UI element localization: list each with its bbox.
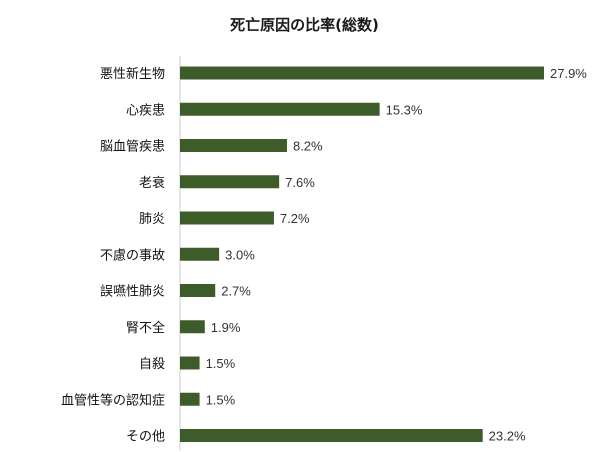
bars	[180, 66, 544, 442]
category-label: 血管性等の認知症	[61, 392, 165, 408]
bar	[180, 247, 220, 261]
bar	[180, 320, 205, 334]
bar	[180, 66, 544, 80]
category-label: その他	[126, 430, 165, 445]
category-labels: 悪性新生物心疾患脳血管疾患老衰肺炎不慮の事故誤嚥性肺炎腎不全自殺血管性等の認知症…	[61, 66, 165, 445]
value-label: 7.6%	[285, 175, 315, 190]
bar	[180, 211, 274, 225]
value-label: 23.2%	[489, 429, 526, 444]
bar	[180, 102, 380, 116]
value-label: 2.7%	[221, 284, 251, 299]
value-label: 1.9%	[211, 320, 241, 335]
bar	[180, 175, 280, 189]
category-label: 誤嚥性肺炎	[100, 284, 165, 300]
value-label: 1.5%	[206, 392, 236, 407]
bar	[180, 139, 287, 152]
chart-title: 死亡原因の比率(総数)	[230, 16, 379, 34]
category-label: 腎不全	[126, 320, 165, 336]
value-label: 15.3%	[386, 102, 423, 117]
value-label: 8.2%	[293, 139, 323, 154]
bar	[180, 356, 200, 370]
bar	[180, 392, 200, 406]
value-label: 1.5%	[206, 356, 236, 371]
bar	[180, 429, 483, 442]
category-label: 老衰	[139, 175, 165, 191]
category-label: 肺炎	[139, 212, 165, 227]
value-label: 7.2%	[280, 211, 310, 226]
category-label: 脳血管疾患	[100, 140, 165, 155]
value-label: 27.9%	[550, 66, 587, 81]
value-labels: 27.9% 15.3% 8.2% 7.6% 7.2% 3.0% 2.7% 1.9% 1.5% 1.…	[206, 66, 588, 444]
category-label: 不慮の事故	[100, 248, 165, 263]
category-label: 自殺	[139, 357, 165, 372]
value-label: 3.0%	[225, 247, 255, 262]
bar	[180, 284, 216, 297]
category-label: 悪性新生物	[100, 66, 165, 82]
category-label: 心疾患	[126, 103, 165, 118]
